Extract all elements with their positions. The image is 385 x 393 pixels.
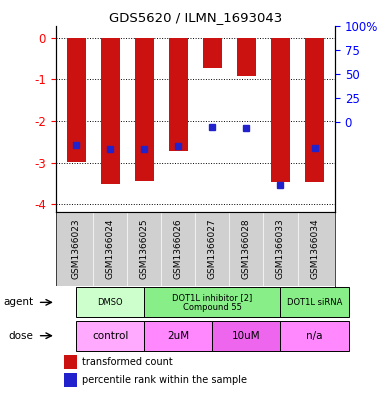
Text: GSM1366025: GSM1366025 [140, 218, 149, 279]
FancyBboxPatch shape [213, 321, 281, 351]
Bar [271, 38, 290, 182]
Bar [64, 355, 77, 369]
Bar [101, 38, 120, 184]
Bar [67, 38, 85, 162]
Text: DOT1L siRNA: DOT1L siRNA [287, 298, 342, 307]
Text: GSM1366033: GSM1366033 [276, 218, 285, 279]
Bar [203, 38, 222, 68]
FancyBboxPatch shape [76, 287, 144, 318]
Text: n/a: n/a [306, 331, 323, 341]
Bar [237, 38, 256, 76]
Text: GSM1366034: GSM1366034 [310, 218, 319, 279]
FancyBboxPatch shape [76, 321, 144, 351]
Title: GDS5620 / ILMN_1693043: GDS5620 / ILMN_1693043 [109, 11, 282, 24]
Text: DOT1L inhibitor [2]
Compound 55: DOT1L inhibitor [2] Compound 55 [172, 293, 253, 312]
Text: GSM1366027: GSM1366027 [208, 218, 217, 279]
Bar [135, 38, 154, 181]
FancyBboxPatch shape [281, 321, 348, 351]
Text: GSM1366023: GSM1366023 [72, 218, 81, 279]
Text: 10uM: 10uM [232, 331, 261, 341]
Text: percentile rank within the sample: percentile rank within the sample [82, 375, 247, 385]
FancyBboxPatch shape [144, 321, 213, 351]
Bar [169, 38, 188, 151]
Text: control: control [92, 331, 129, 341]
Bar [64, 373, 77, 387]
Text: GSM1366028: GSM1366028 [242, 218, 251, 279]
Text: GSM1366024: GSM1366024 [106, 218, 115, 279]
Text: GSM1366026: GSM1366026 [174, 218, 183, 279]
Text: agent: agent [3, 298, 33, 307]
FancyBboxPatch shape [281, 287, 348, 318]
Text: DMSO: DMSO [97, 298, 123, 307]
Text: 2uM: 2uM [167, 331, 189, 341]
Text: transformed count: transformed count [82, 357, 173, 367]
FancyBboxPatch shape [144, 287, 281, 318]
Bar [305, 38, 324, 182]
Text: dose: dose [8, 331, 33, 341]
